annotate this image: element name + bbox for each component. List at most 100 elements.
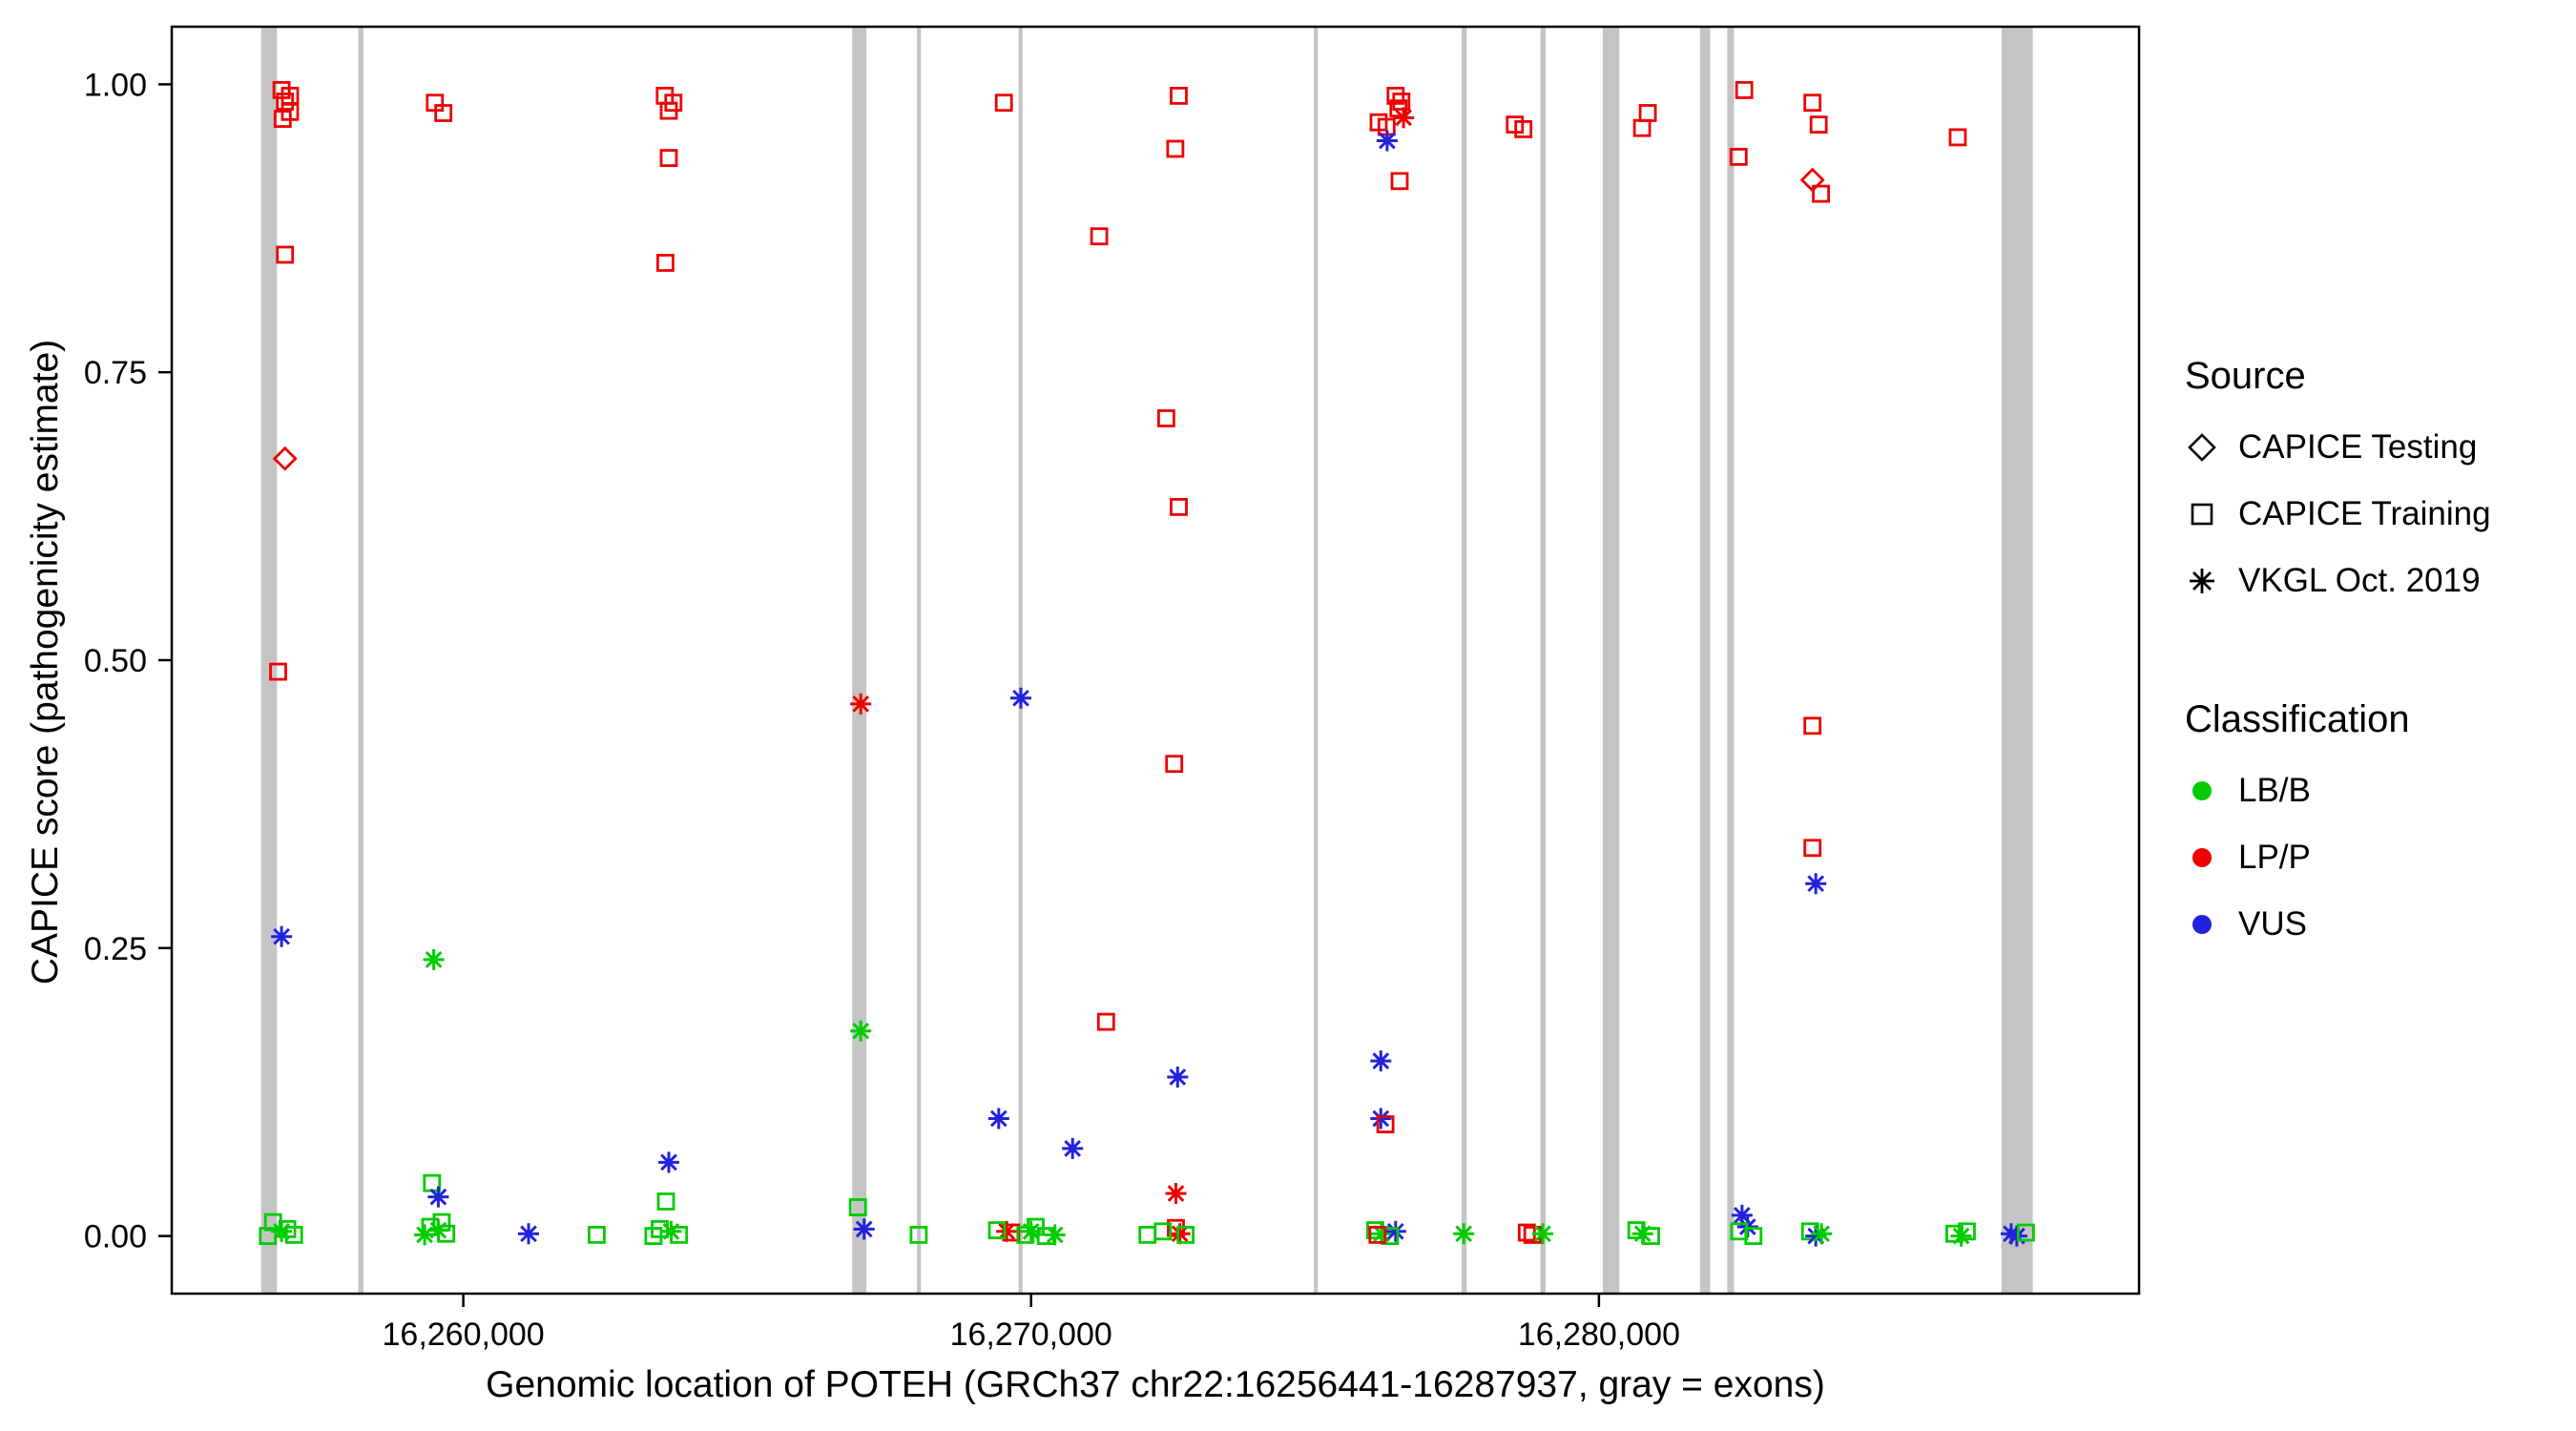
data-point-square [1642,1227,1660,1245]
data-point-square [994,93,1013,113]
legend-item-label: LB/B [2238,772,2311,809]
data-point-asterisk [271,1220,293,1242]
data-point-square [588,1226,606,1244]
data-point-square [1165,755,1184,774]
exon-band [1603,27,1620,1294]
diamond-icon [2188,433,2216,462]
y-tick-label: 0.25 [84,931,147,967]
data-point-square [656,254,675,272]
data-point-square [1368,1226,1387,1244]
exon-band [852,27,867,1294]
data-point-asterisk [658,1151,679,1173]
exon-band [917,27,922,1294]
data-point-square [1138,1226,1157,1244]
data-point-square [1381,1227,1400,1245]
legend-classification-title: Classification [2185,698,2410,740]
square-icon [2191,503,2213,526]
exon-band [2001,27,2033,1294]
data-point-asterisk [1376,130,1398,152]
data-point-square [1096,1012,1115,1031]
exon-band [1699,27,1711,1294]
x-tick-label: 16,260,000 [383,1317,545,1353]
data-point-square [1157,409,1175,427]
data-point-asterisk [427,1186,449,1208]
data-point-asterisk [1532,1223,1553,1245]
data-point-square [1166,139,1185,158]
y-tick-label: 0.75 [84,355,147,391]
legend-source-title: Source [2185,355,2306,397]
data-point-asterisk [1062,1137,1084,1159]
data-point-square [1735,81,1754,99]
data-point-asterisk [1370,1050,1392,1072]
data-point-asterisk [1167,1067,1189,1088]
data-point-square [1632,118,1652,137]
data-point-square [432,1213,451,1232]
y-tick-label: 1.00 [84,67,147,103]
data-point-square [1170,498,1188,516]
data-point-square [269,662,287,681]
data-point-square [1514,120,1533,138]
data-point-square [1638,104,1657,122]
data-point-asterisk [850,693,872,715]
legend-item-capice-training: CAPICE Training [2185,481,2491,548]
exon-band [1727,27,1735,1294]
data-point-square [1744,1227,1763,1245]
data-point-square [276,93,295,111]
data-point-square [2016,1223,2035,1242]
data-point-square [1376,1115,1395,1133]
data-point-asterisk [1805,1225,1827,1247]
y-tick-label: 0.50 [84,643,147,679]
y-axis-title: CAPICE score (pathogenicity estimate) [25,339,66,985]
exon-band [358,27,364,1294]
legend-item-label: VKGL Oct. 2019 [2238,562,2481,599]
data-point-square [1803,716,1822,736]
data-point-asterisk [853,1218,875,1240]
exon-band [1314,27,1319,1294]
legend-item-label: LP/P [2238,839,2311,876]
data-point-square [1958,1222,1976,1241]
data-point-square [1948,128,1967,147]
data-point-asterisk [1805,873,1827,895]
data-point-asterisk [1950,1225,1972,1247]
data-point-asterisk [1453,1223,1475,1245]
legend-classification: Classification LB/B LP/P VUS [2185,698,2410,958]
legend-item-vkgl: VKGL Oct. 2019 [2185,548,2491,614]
data-point-square [437,1224,456,1243]
exon-band [1540,27,1546,1294]
y-tick-label: 0.00 [84,1219,147,1255]
data-point-asterisk [2005,1225,2027,1247]
data-point-square [848,1198,867,1216]
data-point-square [434,104,453,122]
data-point-square [987,1221,1007,1239]
data-point-square [273,110,292,128]
data-point-diamond [272,446,298,471]
x-tick-label: 16,270,000 [950,1317,1112,1353]
blue-dot-icon [2192,915,2212,934]
data-point-asterisk [518,1223,539,1245]
data-point-square [1170,87,1188,105]
legend-item-vus: VUS [2185,891,2410,958]
data-point-asterisk [414,1224,436,1246]
data-point-asterisk [1020,1220,1042,1242]
data-point-square [670,1226,689,1244]
data-point-square [284,1226,303,1244]
data-point-asterisk [1393,107,1415,129]
data-point-asterisk [1010,687,1031,709]
data-point-asterisk [1384,1220,1406,1242]
asterisk-icon [2190,569,2214,593]
red-dot-icon [2192,848,2212,867]
legend-source: Source CAPICE Testing CAPICE Training VK… [2185,355,2491,614]
data-point-square [659,149,678,168]
data-point-asterisk [1370,1108,1392,1130]
data-point-square [1386,87,1405,105]
data-point-square [1809,115,1828,134]
exon-band [1018,27,1023,1294]
legend-item-lbb: LB/B [2185,757,2410,824]
data-point-asterisk [2001,1223,2022,1245]
data-point-square [1729,147,1748,166]
data-point-square [1390,172,1409,191]
legend-item-label: VUS [2238,905,2307,943]
data-point-asterisk [271,925,293,947]
legend-item-label: CAPICE Testing [2238,428,2478,466]
